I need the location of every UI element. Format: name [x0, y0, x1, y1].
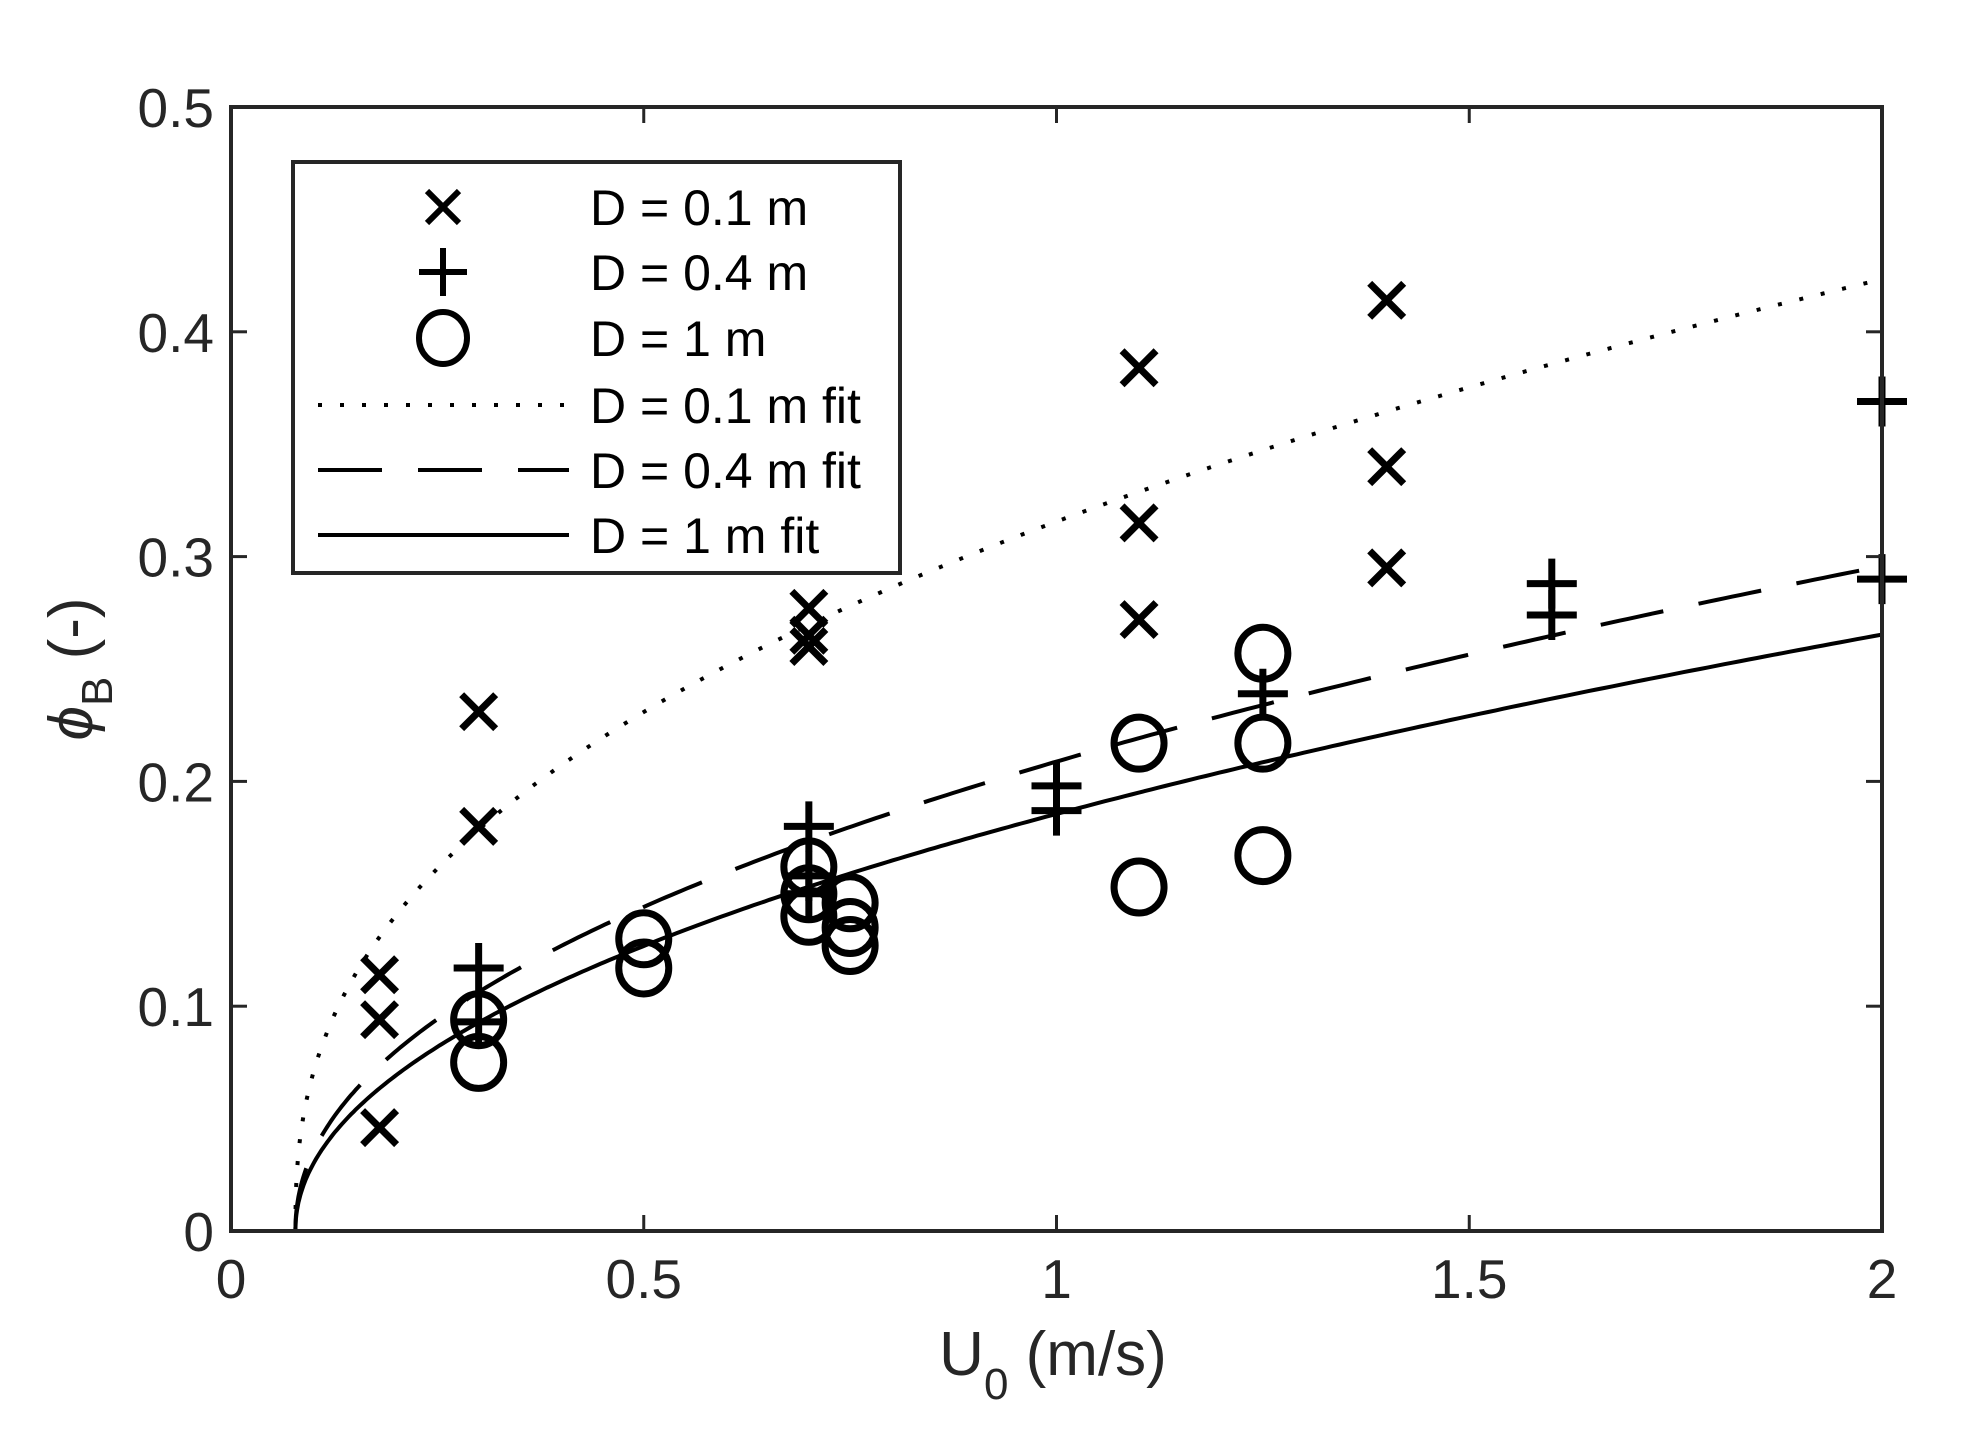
x-marker: [459, 806, 499, 846]
x-tick-label: 0.5: [606, 1248, 682, 1310]
data-markers: [360, 280, 1907, 1148]
legend-label: D = 1 m: [590, 311, 766, 367]
solid-fit-line: [293, 632, 1882, 1231]
plus-marker: [1526, 590, 1577, 641]
legend-item-d04: D = 0.4 m: [419, 245, 808, 301]
plus-marker: [1031, 785, 1082, 836]
circle-marker: [821, 916, 879, 976]
legend-label: D = 0.4 m fit: [590, 443, 861, 499]
legend-box: [291, 160, 902, 575]
x-tick-label: 1.5: [1431, 1248, 1507, 1310]
plus-marker-icon: [419, 248, 467, 296]
x-tick-label: 0: [216, 1248, 247, 1310]
y-tick-label: 0.3: [138, 527, 214, 589]
y-tick-label: 0.2: [138, 751, 214, 813]
legend-item-d1-fit: D = 1 m fit: [318, 508, 819, 564]
x-marker: [360, 955, 400, 995]
legend-label: D = 1 m fit: [590, 508, 819, 564]
y-tick-label: 0: [183, 1201, 214, 1263]
circle-marker: [1234, 713, 1292, 773]
circle-marker: [821, 898, 879, 958]
x-marker: [1367, 280, 1407, 320]
x-tick-label: 1: [1041, 1248, 1072, 1310]
circle-marker: [450, 1032, 508, 1092]
legend-label: D = 0.4 m: [590, 245, 808, 301]
circle-marker: [1234, 623, 1292, 683]
circle-marker: [450, 990, 508, 1050]
x-marker: [1119, 348, 1159, 388]
x-marker: [360, 1108, 400, 1148]
y-axis-label: ϕB (-): [37, 597, 122, 740]
circle-marker: [821, 873, 879, 933]
circle-marker: [615, 909, 673, 969]
x-marker: [360, 1000, 400, 1040]
tick-labels: 0 0.5 1 1.5 2 0 0.1 0.2 0.3 0.4 0.5: [138, 77, 1898, 1310]
legend-label: D = 0.1 m fit: [590, 378, 861, 434]
legend-item-d04-fit: D = 0.4 m fit: [318, 443, 861, 499]
x-axis-label: U0 (m/s): [939, 1320, 1167, 1409]
circle-marker: [780, 886, 838, 946]
y-tick-label: 0.1: [138, 976, 214, 1038]
x-marker: [789, 627, 829, 666]
plus-marker: [453, 942, 504, 993]
circle-marker-icon: [416, 309, 470, 367]
circle-marker: [1110, 713, 1168, 773]
circle-marker: [615, 938, 673, 998]
y-tick-label: 0.4: [138, 302, 214, 364]
circle-marker: [1234, 826, 1292, 886]
x-marker: [789, 615, 829, 655]
legend-label: D = 0.1 m: [590, 180, 808, 236]
x-tick-label: 2: [1867, 1248, 1898, 1310]
x-marker: [1119, 503, 1159, 543]
legend-item-d1: D = 1 m: [416, 309, 766, 367]
x-marker: [1367, 548, 1407, 588]
circle-marker: [1110, 857, 1168, 917]
x-marker: [1119, 600, 1159, 640]
legend-item-d01-fit: D = 0.1 m fit: [318, 378, 861, 434]
y-tick-label: 0.5: [138, 77, 214, 139]
x-marker: [459, 692, 499, 732]
legend: D = 0.1 m D = 0.4 m D = 1 m D = 0.1 m fi…: [291, 160, 902, 575]
legend-item-d01: D = 0.1 m: [424, 180, 808, 236]
plot-area: [293, 277, 1907, 1231]
axis-ticks: [229, 105, 1884, 1233]
circle-marker: [780, 864, 838, 924]
x-marker: [1367, 447, 1407, 487]
x-marker-icon: [424, 188, 462, 226]
